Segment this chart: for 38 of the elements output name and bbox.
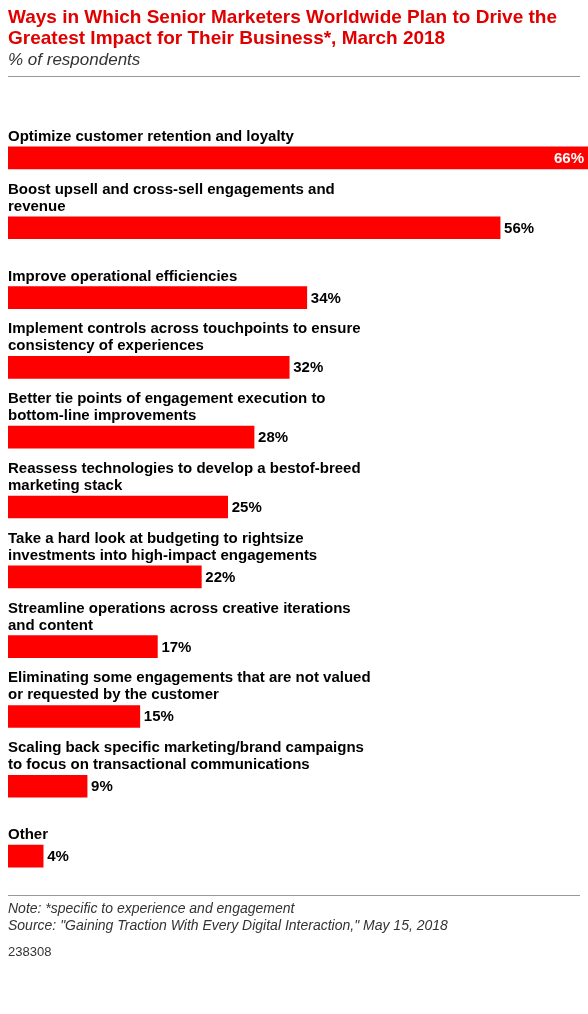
data-label: 15% [143, 707, 174, 725]
y-tick-label: Reassess technologies to develop a bestof-breed marketing stack [8, 459, 361, 493]
data-label: 25% [231, 498, 262, 515]
data-label: 17% [161, 637, 192, 655]
bar [8, 356, 290, 379]
y-tick-label: Other [8, 825, 49, 843]
y-tick-label: Better tie points of engagement execution to bottom-line improvements [8, 389, 326, 424]
data-label: 32% [293, 358, 324, 376]
bar [8, 705, 141, 728]
y-tick-label: Take a hard look at budgeting to rightsize investments into high-impact engagements [8, 528, 318, 563]
data-label: 22% [205, 567, 236, 585]
text: 238308 [8, 944, 53, 959]
data-label: 56% [504, 218, 535, 236]
bar [8, 216, 501, 240]
data-label: 9% [91, 777, 113, 795]
y-tick-label: Improve operational efficiencies [8, 266, 238, 284]
bar [8, 774, 88, 798]
data-label: 4% [47, 847, 69, 865]
y-tick-label: Eliminating some engagements that are not valued or requested by the customer [8, 668, 371, 703]
bar [8, 565, 202, 589]
bar [8, 495, 229, 519]
bar [8, 425, 255, 449]
y-tick-label: Optimize customer retention and loyalty [8, 126, 295, 144]
source-note: Source: "Gaining Traction With Every Digital Interaction," May 15, 2018 [8, 917, 449, 934]
y-tick-label: Implement controls across touchpoints to ensure consistency of experiences [8, 319, 361, 354]
y-tick-label: Scaling back specific marketing/brand campaigns to focus on transactional communications [8, 738, 364, 773]
chart-title: Ways in Which Senior Marketers Worldwide Plan to Drive the Greatest Impact for Their Business*, March 2018 [8, 6, 558, 48]
bar [8, 286, 308, 309]
y-tick-label: Streamline operations across creative iterations and content [8, 598, 351, 633]
bar [8, 844, 44, 868]
data-label: 28% [258, 428, 289, 446]
y-tick-label: Boost upsell and cross-sell engagements and revenue [8, 179, 335, 214]
data-label: 66% [553, 148, 584, 166]
bar [8, 635, 158, 658]
chart-subtitle: % of respondents [8, 50, 580, 77]
text: Note: *specific to experience and engagement [8, 900, 296, 917]
bar [8, 146, 588, 170]
data-label: 34% [310, 288, 341, 306]
